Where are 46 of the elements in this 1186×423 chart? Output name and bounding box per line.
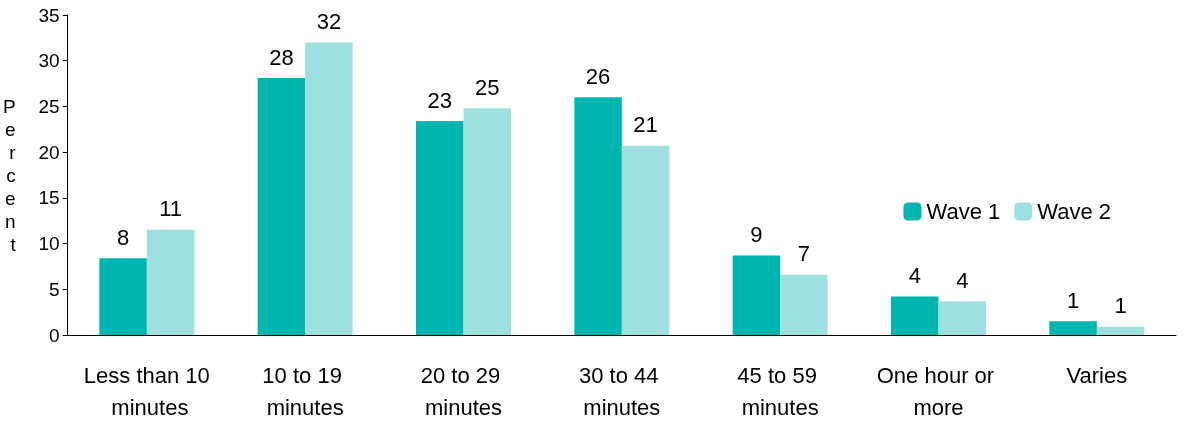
bar (621, 145, 670, 335)
bar (257, 78, 306, 335)
x-tick-label: 10 to 19 minutes (262, 362, 348, 420)
bar (891, 296, 939, 335)
bar (146, 229, 195, 335)
data-label: 21 (633, 112, 658, 138)
x-tick-label: 20 to 29 minutes (420, 362, 507, 420)
data-label: 28 (269, 44, 294, 70)
x-tick-label: One hour or more (876, 362, 1001, 420)
data-label: 7 (797, 241, 811, 267)
data-label: 1 (1066, 287, 1080, 313)
y-tick-label: 20 (38, 141, 60, 163)
bar (938, 301, 986, 335)
data-label: 8 (116, 224, 130, 250)
y-tick-label: 30 (38, 50, 60, 72)
y-tick-label: 35 (38, 4, 60, 26)
x-tick-label: Varies (1066, 362, 1128, 388)
bar (305, 42, 353, 335)
bar (780, 274, 828, 335)
data-label: 25 (475, 74, 500, 100)
legend-label: Wave 1 (926, 199, 1001, 224)
bar (1049, 321, 1097, 335)
data-label: 26 (585, 63, 611, 89)
x-tick-label: 45 to 59 minutes (737, 362, 823, 420)
legend-label: Wave 2 (1037, 199, 1112, 224)
bar (416, 121, 464, 335)
y-tick-label: 15 (38, 187, 60, 209)
data-label: 4 (956, 267, 969, 293)
y-tick-label: 25 (38, 95, 60, 117)
x-tick-label: 30 to 44 minutes (579, 362, 665, 420)
bar (1096, 326, 1145, 335)
y-tick-label: 10 (38, 233, 60, 255)
data-label: 4 (908, 263, 921, 289)
data-label: 9 (750, 221, 763, 247)
bar (732, 255, 781, 335)
bar (463, 108, 511, 335)
bar (574, 97, 622, 335)
y-tick-label: 5 (49, 278, 60, 300)
bar (99, 258, 147, 335)
data-label: 1 (1114, 293, 1127, 319)
y-tick-label: 0 (49, 324, 60, 346)
data-label: 23 (427, 87, 452, 113)
x-tick-label: Less than 10 minutes (83, 362, 210, 420)
y-axis-title: Percent (2, 95, 17, 255)
data-label: 11 (159, 196, 183, 222)
data-label: 32 (316, 8, 342, 34)
